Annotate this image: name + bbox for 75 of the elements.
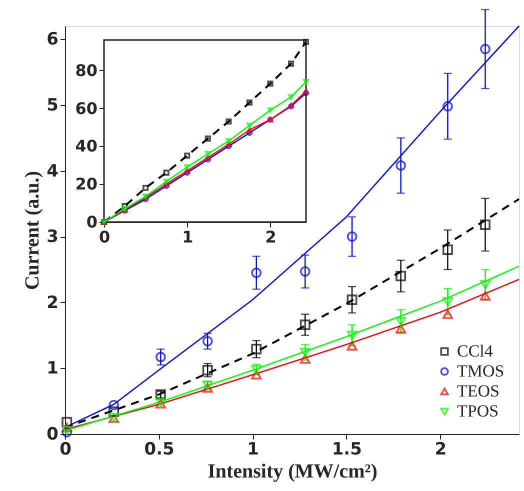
x-axis-title: Intensity (MW/cm²) xyxy=(208,460,378,482)
legend-label: TEOS xyxy=(457,382,500,400)
point xyxy=(396,160,406,171)
point xyxy=(480,44,490,54)
y-tick-label: 0 xyxy=(86,212,98,232)
point xyxy=(300,266,310,277)
point xyxy=(155,352,166,362)
point xyxy=(442,297,453,306)
y-tick-label: 5 xyxy=(46,95,58,116)
y-tick-label: 2 xyxy=(46,292,58,313)
x-tick-label: 0 xyxy=(60,440,72,460)
point xyxy=(396,270,406,282)
point xyxy=(226,143,232,150)
y-tick-label: 6 xyxy=(46,30,58,50)
point xyxy=(251,370,262,380)
point xyxy=(346,294,358,305)
point xyxy=(480,280,490,290)
point xyxy=(442,244,453,255)
x-tick-label: 1 xyxy=(247,440,260,460)
point xyxy=(251,268,262,278)
point xyxy=(267,80,274,87)
point xyxy=(246,122,252,128)
point xyxy=(204,136,211,142)
point xyxy=(300,348,310,358)
point xyxy=(142,184,149,191)
x-tick-label: 0 xyxy=(98,228,110,246)
point xyxy=(184,170,190,176)
point xyxy=(302,88,310,94)
x-tick-label: 0.5 xyxy=(144,440,174,460)
point xyxy=(300,354,310,364)
point xyxy=(202,383,213,393)
point xyxy=(346,231,358,242)
y-tick-label: 1 xyxy=(46,358,58,379)
legend-label: CCl4 xyxy=(457,342,494,360)
point xyxy=(346,341,358,350)
point xyxy=(163,182,170,189)
point xyxy=(62,422,72,432)
x-tick-label: 1 xyxy=(182,228,194,246)
point xyxy=(288,60,294,67)
point xyxy=(163,170,170,176)
point xyxy=(226,138,232,144)
point xyxy=(204,156,211,162)
point xyxy=(202,336,213,346)
y-tick-label: 40 xyxy=(75,136,98,156)
point xyxy=(108,400,120,410)
point xyxy=(163,178,170,184)
y-tick-label: 4 xyxy=(46,161,59,182)
x-tick-label: 2 xyxy=(265,228,276,246)
point xyxy=(62,416,72,428)
x-tick-label: 1.5 xyxy=(332,440,362,460)
point xyxy=(480,291,490,300)
legend-label: TPOS xyxy=(457,402,499,420)
point xyxy=(346,330,358,340)
y-tick-label: 60 xyxy=(75,98,98,118)
point xyxy=(246,100,252,106)
point xyxy=(251,344,262,354)
point xyxy=(300,320,310,330)
point xyxy=(184,152,190,159)
point xyxy=(396,316,406,326)
point xyxy=(480,220,490,230)
y-axis-title: Current (a.u.) xyxy=(22,170,44,290)
y-tick-label: 0 xyxy=(46,424,59,444)
point xyxy=(442,101,453,112)
point xyxy=(442,310,453,319)
x-tick-label: 2 xyxy=(434,440,447,460)
point xyxy=(302,38,310,45)
point xyxy=(302,78,310,84)
legend-label: TMOS xyxy=(457,362,504,380)
point xyxy=(226,118,232,125)
point xyxy=(108,406,120,417)
point xyxy=(396,324,406,334)
point xyxy=(246,130,252,136)
y-tick-label: 80 xyxy=(75,60,98,80)
y-tick-label: 3 xyxy=(46,227,58,248)
y-tick-label: 20 xyxy=(75,174,98,194)
